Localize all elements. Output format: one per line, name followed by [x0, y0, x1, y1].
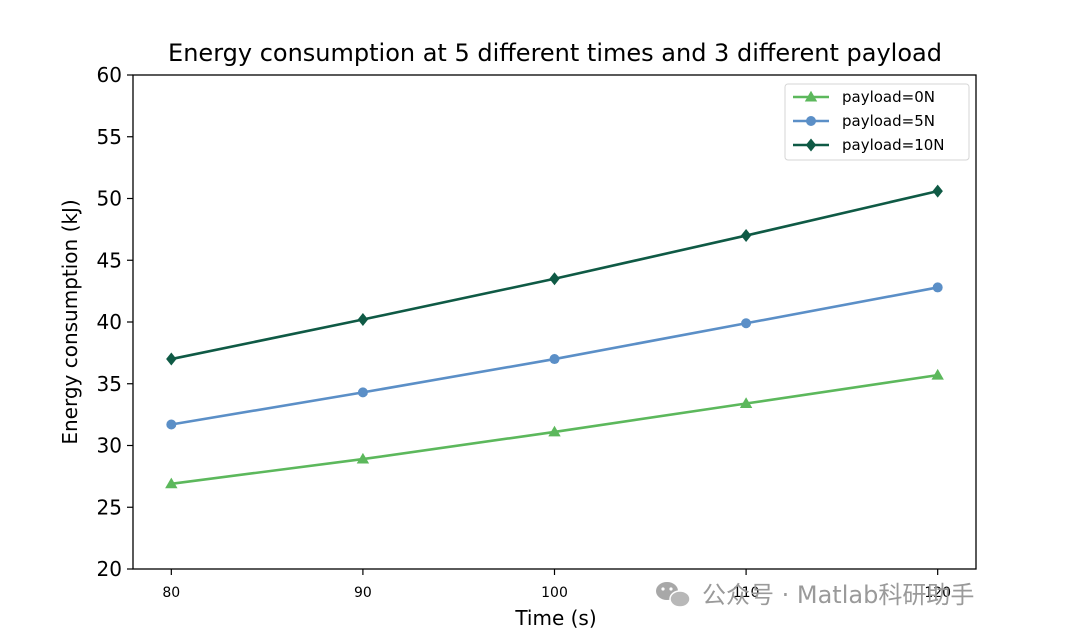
y-tick-label: 40: [97, 310, 122, 334]
data-point: [357, 387, 368, 398]
x-tick-label: 90: [354, 585, 372, 601]
watermark-text: 公众号 · Matlab科研助手: [702, 581, 974, 609]
y-tick-label: 60: [97, 63, 122, 87]
x-tick-label: 100: [541, 585, 568, 601]
y-axis-label: Energy consumption (kJ): [58, 199, 82, 444]
y-axis: 20 25 30 35 40 45 50 55 60: [97, 63, 133, 581]
x-tick-label: 120: [924, 585, 951, 601]
data-point: [357, 313, 369, 327]
x-axis-label: Time (s): [514, 606, 596, 630]
legend-item: payload=5N: [793, 112, 935, 130]
plot-area: [165, 184, 944, 489]
y-tick-label: 55: [97, 125, 122, 149]
legend-label: payload=10N: [842, 136, 945, 154]
y-tick-label: 30: [97, 434, 122, 458]
legend-item: payload=0N: [793, 88, 935, 106]
data-point: [549, 272, 560, 286]
data-point: [932, 184, 943, 198]
data-point: [931, 368, 944, 380]
legend-marker: [806, 116, 816, 126]
data-point: [356, 452, 370, 464]
x-axis: 80 90 100 110 120: [162, 569, 951, 601]
watermark: 公众号 · Matlab科研助手: [656, 581, 974, 609]
legend-label: payload=5N: [842, 112, 935, 130]
y-tick-label: 45: [97, 248, 122, 272]
data-point: [166, 352, 177, 366]
legend-box: [784, 83, 970, 161]
y-tick-label: 50: [97, 187, 122, 211]
legend-item: payload=10N: [793, 136, 945, 154]
legend: payload=0N payload=5N payload=10N: [784, 83, 970, 161]
chart-title: Energy consumption at 5 different times …: [168, 39, 942, 67]
wechat-icon: [656, 582, 691, 608]
x-tick-label: 80: [162, 585, 180, 601]
data-point: [166, 419, 177, 430]
data-point: [165, 477, 178, 489]
data-point: [548, 425, 561, 437]
legend-marker: [805, 138, 817, 152]
data-point: [549, 354, 560, 365]
y-tick-label: 25: [97, 495, 122, 519]
y-tick-label: 35: [97, 372, 122, 396]
data-point: [741, 318, 752, 329]
legend-marker: [804, 90, 818, 102]
series-payload=0N: [165, 368, 944, 489]
series-payload=10N: [166, 184, 943, 366]
legend-label: payload=0N: [842, 88, 935, 106]
data-point: [739, 397, 753, 408]
y-tick-label: 20: [97, 557, 122, 581]
x-tick-label: 110: [733, 585, 760, 601]
data-point: [740, 229, 752, 243]
series-payload=5N: [166, 282, 943, 430]
data-point: [932, 282, 943, 293]
